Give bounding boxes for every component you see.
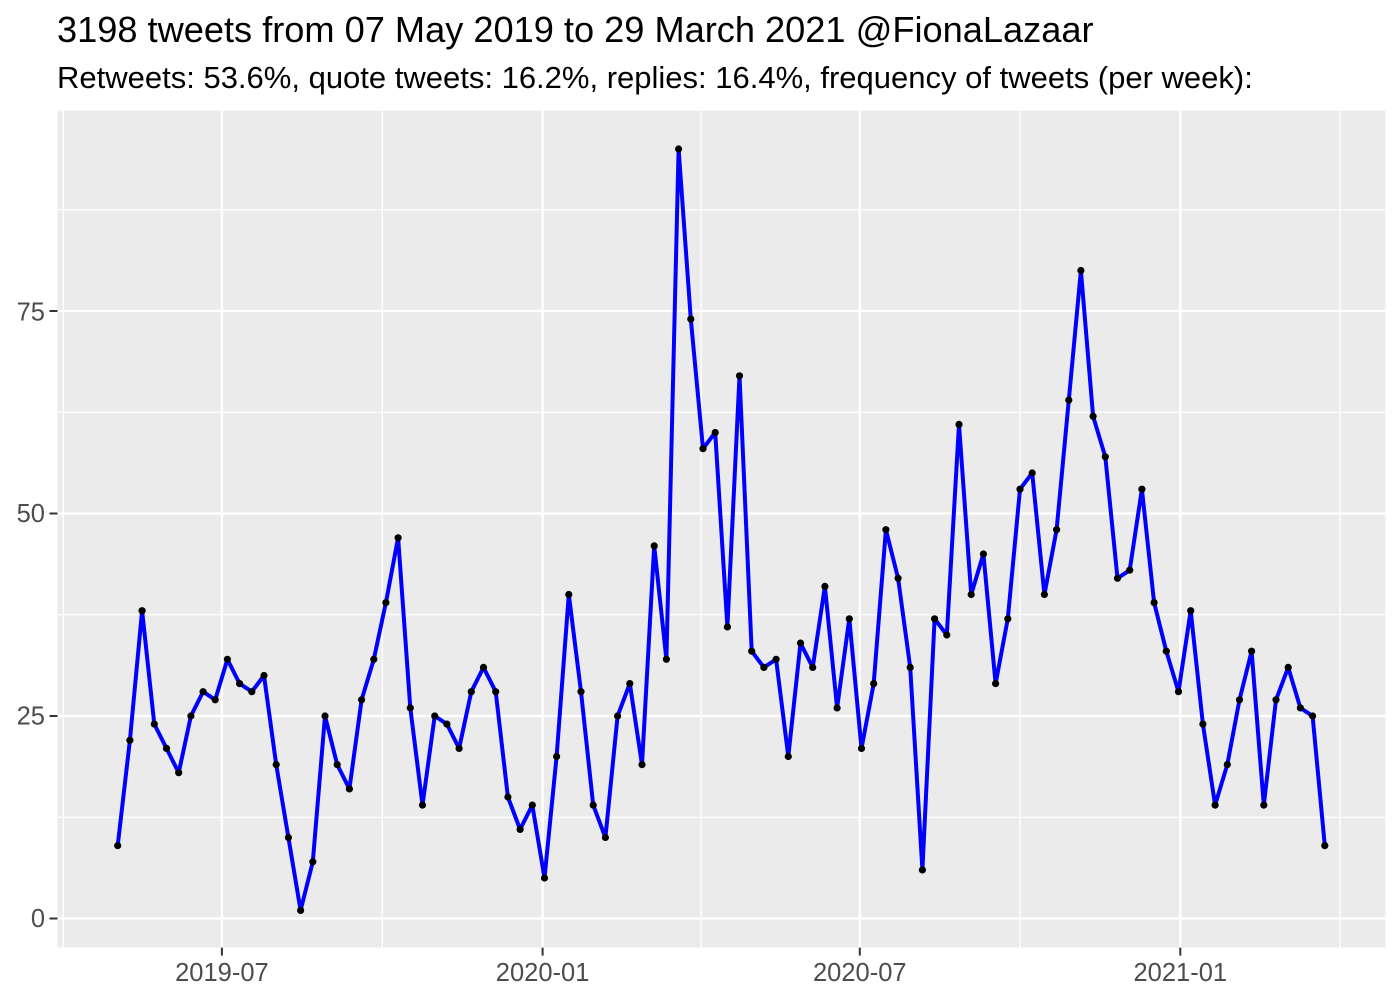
- svg-text:2020-07: 2020-07: [813, 959, 907, 987]
- svg-text:2020-01: 2020-01: [496, 959, 590, 987]
- svg-text:50: 50: [17, 500, 45, 528]
- svg-text:0: 0: [31, 905, 45, 933]
- svg-text:2019-07: 2019-07: [175, 959, 269, 987]
- svg-text:Retweets: 53.6%, quote tweets:: Retweets: 53.6%, quote tweets: 16.2%, re…: [57, 60, 1253, 95]
- svg-text:2021-01: 2021-01: [1134, 959, 1228, 987]
- svg-text:75: 75: [17, 299, 45, 327]
- svg-text:25: 25: [17, 703, 45, 731]
- svg-text:3198 tweets from 07 May 2019 t: 3198 tweets from 07 May 2019 to 29 March…: [57, 9, 1094, 50]
